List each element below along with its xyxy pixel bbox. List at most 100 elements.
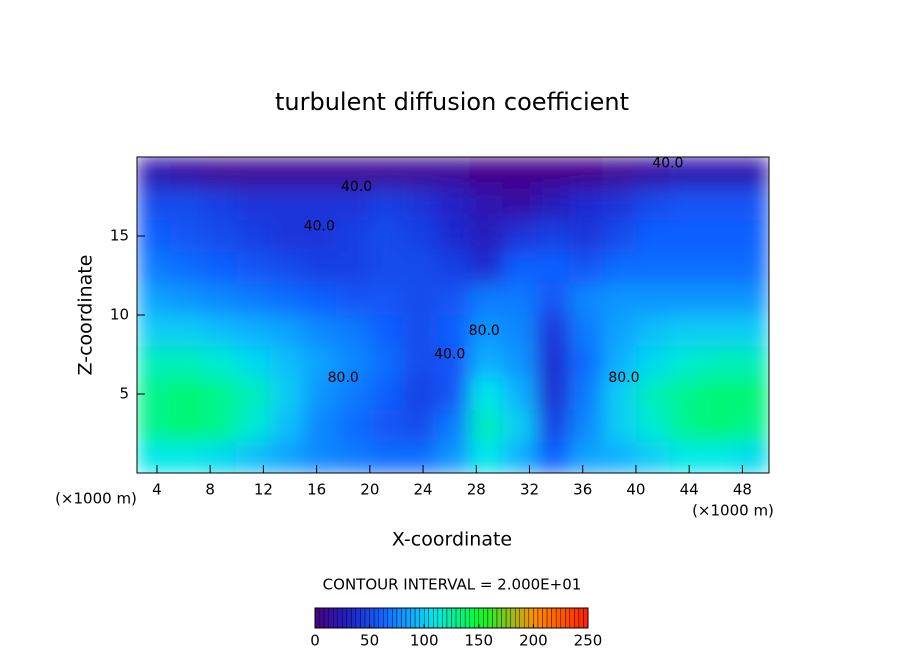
field-cell xyxy=(369,220,404,253)
colorbar-swatch xyxy=(342,607,348,629)
field-cell xyxy=(270,188,304,221)
field-cell xyxy=(303,283,338,316)
field-cell xyxy=(436,157,471,190)
colorbar-swatch xyxy=(469,607,475,629)
colorbar-swatch xyxy=(515,607,520,629)
field-cell xyxy=(469,283,504,316)
field-cell xyxy=(536,346,570,379)
y-tick-label: 5 xyxy=(119,385,129,403)
field-cell xyxy=(536,251,570,284)
field-cell xyxy=(369,315,404,348)
field-cell xyxy=(137,346,171,379)
field-cell xyxy=(236,251,271,284)
field-cell xyxy=(635,188,670,221)
field-cell xyxy=(336,251,371,284)
field-cell xyxy=(436,441,471,473)
field-cell xyxy=(569,188,604,221)
field-cell xyxy=(569,220,604,253)
colorbar-swatch xyxy=(328,607,334,629)
field-cell xyxy=(536,283,570,316)
field-cell xyxy=(569,378,604,411)
colorbar-swatch xyxy=(578,607,584,629)
field-cell xyxy=(735,220,769,253)
colorbar-swatch xyxy=(510,607,516,629)
field-cell xyxy=(702,378,737,411)
colorbar-swatch xyxy=(487,607,493,629)
colorbar-swatch xyxy=(333,607,338,629)
colorbar-swatch xyxy=(346,607,352,629)
field-cell xyxy=(137,157,171,190)
field-cell xyxy=(203,188,238,221)
field-cell xyxy=(502,283,537,316)
field-cell xyxy=(236,378,271,411)
field-cell xyxy=(403,315,437,348)
field-cell xyxy=(669,220,703,253)
field-cell xyxy=(669,315,703,348)
colorbar-frame xyxy=(314,607,589,629)
field-cell xyxy=(469,157,504,190)
field-cell xyxy=(469,409,504,442)
colorbar-swatch xyxy=(419,607,425,629)
field-cell xyxy=(735,441,769,473)
field-cell xyxy=(303,220,338,253)
field-cell xyxy=(702,315,737,348)
colorbar-swatch xyxy=(378,607,384,629)
field-cell xyxy=(502,157,537,190)
field-cell xyxy=(403,441,437,473)
field-cell xyxy=(436,251,471,284)
colorbar-swatch xyxy=(373,607,379,629)
field-cell xyxy=(635,441,670,473)
y-unit: (×1000 m) xyxy=(55,490,137,508)
field-cell xyxy=(669,441,703,473)
field-cell xyxy=(170,441,205,473)
colorbar-swatch xyxy=(451,607,457,629)
field-cell xyxy=(369,251,404,284)
y-tick-label: 15 xyxy=(110,227,129,245)
field-cell xyxy=(303,251,338,284)
field-cell xyxy=(635,283,670,316)
contour-label: 80.0 xyxy=(608,370,639,386)
field-cell xyxy=(203,283,238,316)
field xyxy=(137,157,769,473)
x-tick-label: 4 xyxy=(152,481,162,499)
colorbar-swatch xyxy=(392,607,398,629)
colorbar-swatch xyxy=(537,607,543,629)
colorbar-swatch xyxy=(337,607,343,629)
colorbar-tick-label: 50 xyxy=(360,632,379,650)
field-cell xyxy=(203,346,238,379)
field-cell xyxy=(702,220,737,253)
field-cell xyxy=(236,283,271,316)
field-cell xyxy=(635,378,670,411)
colorbar-swatch xyxy=(569,607,575,629)
field-cell xyxy=(702,441,737,473)
field-cell xyxy=(270,409,304,442)
field-cell xyxy=(203,409,238,442)
field-cell xyxy=(502,346,537,379)
field-cell xyxy=(336,188,371,221)
colorbar-swatch xyxy=(446,607,452,629)
contour-label: 40.0 xyxy=(434,347,465,363)
field-cell xyxy=(469,188,504,221)
field-cell xyxy=(702,188,737,221)
field-cell xyxy=(170,346,205,379)
field-cell xyxy=(236,346,271,379)
field-cell xyxy=(369,409,404,442)
field-cell xyxy=(336,315,371,348)
x-tick-label: 32 xyxy=(520,481,539,499)
field-cell xyxy=(203,157,238,190)
field-cell xyxy=(602,220,637,253)
x-tick-label: 24 xyxy=(414,481,433,499)
field-cell xyxy=(569,157,604,190)
field-cell xyxy=(270,378,304,411)
field-cell xyxy=(369,378,404,411)
field-cell xyxy=(602,283,637,316)
field-cell xyxy=(702,346,737,379)
field-cell xyxy=(270,157,304,190)
x-tick-label: 40 xyxy=(626,481,645,499)
y-axis-label: Z-coordinate xyxy=(75,255,97,376)
field-cell xyxy=(602,315,637,348)
field-cell xyxy=(536,441,570,473)
field-cell xyxy=(270,220,304,253)
field-cell xyxy=(170,157,205,190)
field-cell xyxy=(569,283,604,316)
